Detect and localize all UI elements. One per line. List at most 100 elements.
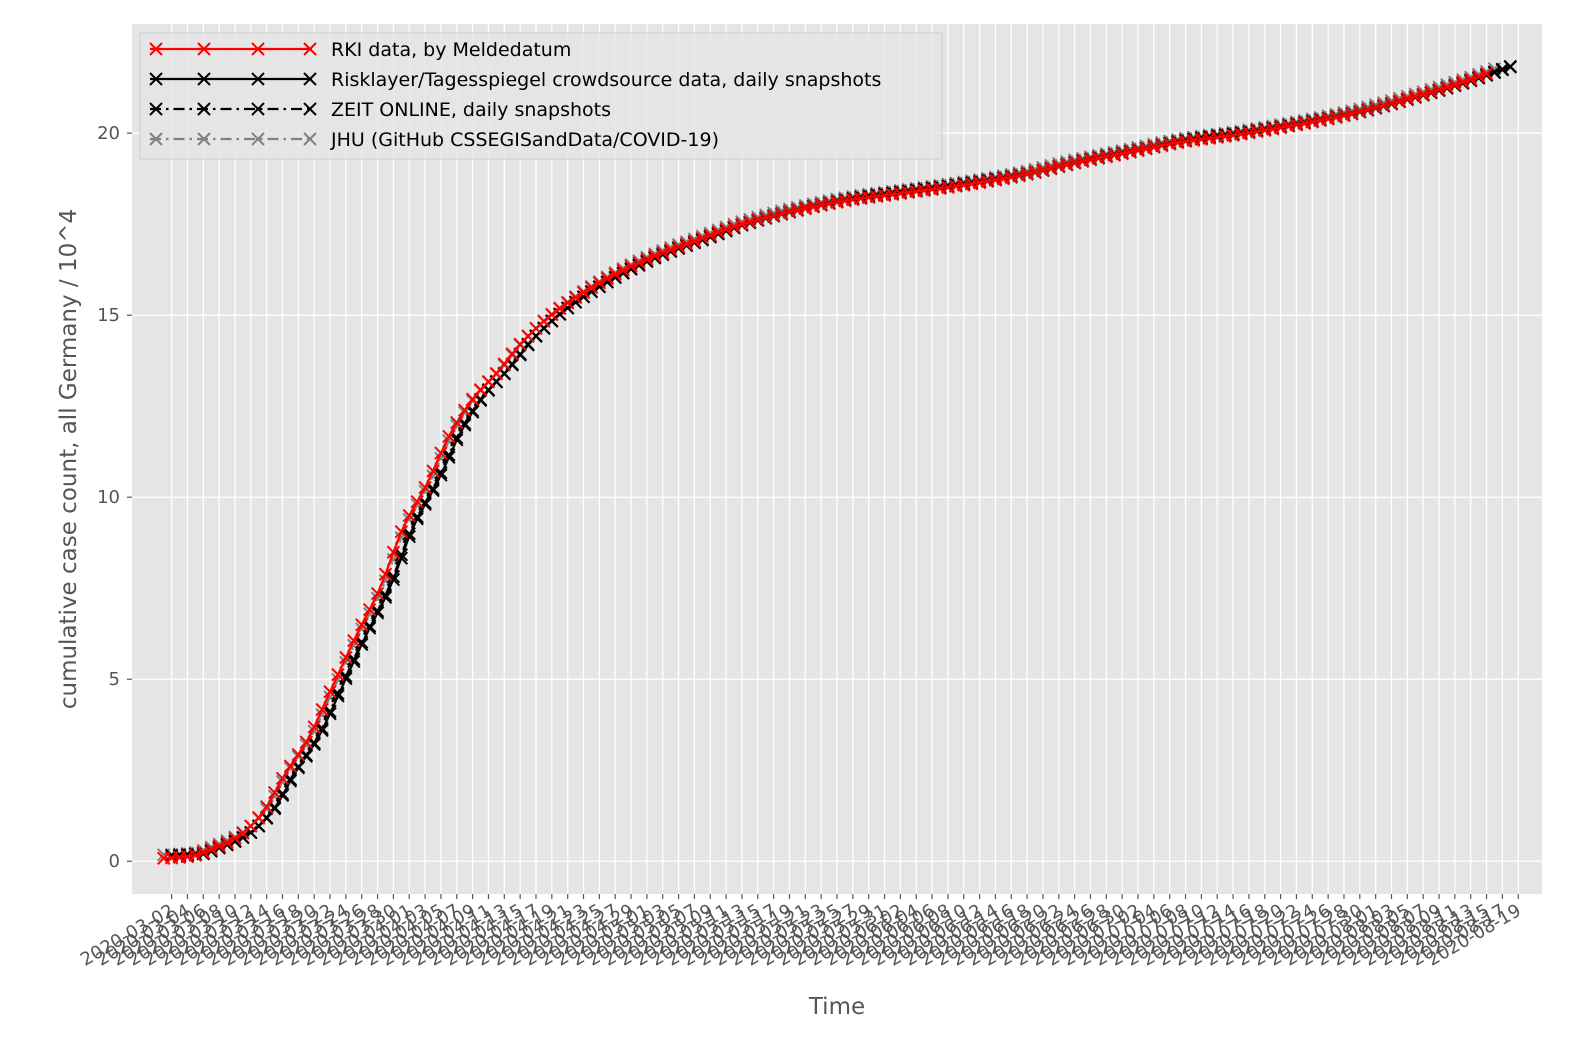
y-axis: 0 5 10 15 20 [97, 123, 132, 872]
legend-marker [303, 132, 317, 146]
data-point [1440, 80, 1454, 94]
data-point [1036, 163, 1050, 177]
data-point [1361, 102, 1375, 117]
legend-marker [251, 102, 265, 116]
data-point [640, 252, 654, 266]
data-point [315, 723, 329, 738]
data-point [648, 249, 662, 263]
data-point [735, 217, 749, 231]
data-point [339, 671, 353, 686]
data-point [766, 208, 781, 223]
data-point [394, 551, 409, 565]
data-point [315, 702, 329, 717]
legend-marker [251, 72, 265, 86]
data-point [426, 483, 440, 498]
y-tick-label: 15 [97, 305, 120, 326]
legend-label-risklayer: Risklayer/Tagesspiegel crowdsource data,… [331, 69, 881, 91]
data-point [1384, 96, 1399, 110]
data-point [1503, 59, 1518, 74]
data-point [592, 276, 607, 290]
data-point [632, 255, 646, 270]
data-point [402, 508, 416, 523]
data-point [703, 228, 717, 242]
series-layer [156, 59, 1518, 866]
data-point [291, 747, 306, 762]
data-point [1368, 100, 1383, 115]
data-point [410, 512, 424, 526]
data-point [1424, 85, 1438, 99]
data-point [402, 529, 416, 544]
data-point [1083, 152, 1098, 167]
data-point [299, 749, 313, 763]
data-point [790, 203, 805, 217]
data-point [442, 429, 456, 444]
legend: RKI data, by Meldedatum Risklayer/Tagess… [139, 32, 943, 160]
data-point [252, 810, 266, 825]
data-point [663, 242, 678, 257]
legend-label-jhu: JHU (GitHub CSSEGISandData/COVID-19) [330, 129, 719, 151]
data-point [1416, 87, 1430, 101]
data-point [1345, 106, 1359, 121]
data-point [394, 548, 409, 562]
data-point [331, 667, 345, 682]
data-point [204, 842, 218, 856]
legend-marker [149, 72, 163, 86]
series-0 [156, 67, 1494, 866]
data-point [608, 267, 622, 281]
data-point [1305, 115, 1319, 129]
data-point [457, 418, 472, 432]
data-point [695, 231, 710, 245]
data-point [1004, 170, 1018, 184]
data-point [188, 848, 203, 862]
data-point [1060, 157, 1074, 172]
data-point [323, 685, 337, 699]
data-point [457, 403, 472, 417]
data-point [275, 788, 290, 803]
data-point [331, 689, 345, 703]
data-point [497, 357, 512, 371]
data-point [228, 831, 242, 846]
data-point [180, 849, 195, 864]
data-point [259, 799, 274, 814]
data-point [220, 835, 234, 850]
data-point [465, 392, 480, 406]
data-point [774, 206, 789, 221]
legend-marker [197, 132, 211, 146]
data-point [347, 654, 361, 669]
data-point [711, 225, 725, 239]
data-point [1139, 141, 1153, 156]
data-point [1028, 165, 1042, 179]
data-point [347, 633, 361, 648]
data-point [362, 621, 377, 635]
data-point [434, 468, 448, 482]
data-point [1147, 140, 1161, 154]
data-point [1067, 156, 1082, 170]
data-point [1052, 159, 1066, 173]
data-point [584, 280, 599, 295]
legend-marker [303, 42, 317, 56]
data-point [1479, 67, 1494, 81]
data-point [1464, 72, 1478, 87]
legend-marker [149, 42, 163, 56]
data-point [1456, 75, 1470, 89]
data-point [782, 205, 797, 219]
data-point [671, 240, 686, 254]
data-point [434, 446, 448, 460]
data-point [307, 737, 321, 752]
data-point [410, 495, 424, 509]
data-point [1353, 104, 1367, 119]
data-point [267, 801, 282, 816]
data-point [1471, 69, 1486, 84]
data-point [299, 735, 313, 749]
legend-label-rki: RKI data, by Meldedatum [331, 39, 571, 61]
data-point [370, 586, 385, 601]
data-point [1115, 146, 1129, 161]
data-point [1432, 82, 1446, 97]
grid [132, 24, 1542, 894]
legend-entries [149, 42, 317, 146]
data-point [576, 285, 591, 300]
legend-marker [197, 102, 211, 116]
data-point [267, 785, 282, 800]
data-point [1392, 94, 1407, 108]
